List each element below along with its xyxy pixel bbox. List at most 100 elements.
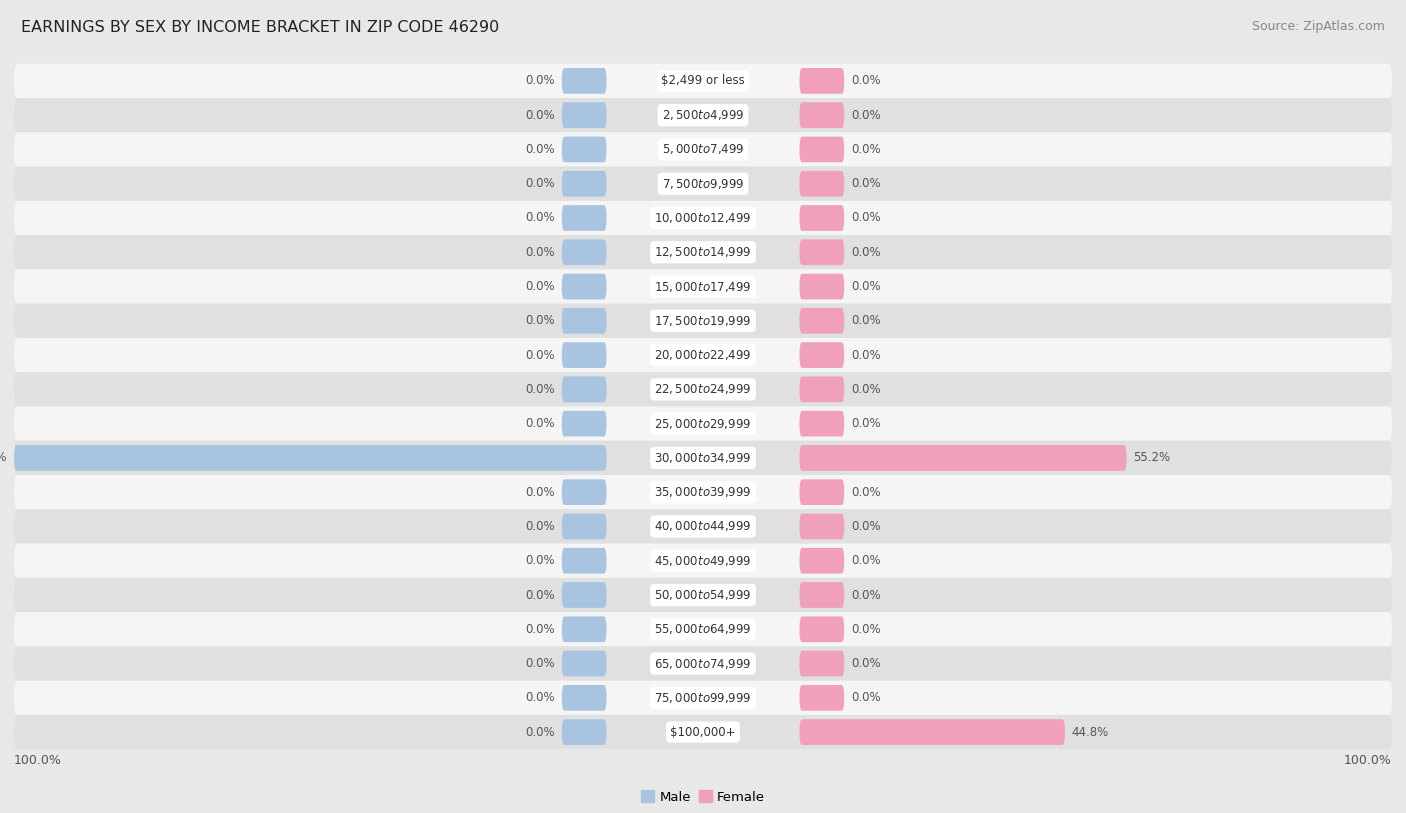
Text: 0.0%: 0.0% bbox=[851, 109, 880, 122]
Text: 0.0%: 0.0% bbox=[526, 657, 555, 670]
FancyBboxPatch shape bbox=[800, 650, 844, 676]
Text: 0.0%: 0.0% bbox=[851, 143, 880, 156]
FancyBboxPatch shape bbox=[800, 445, 1126, 471]
Text: $100,000+: $100,000+ bbox=[671, 725, 735, 738]
Text: 100.0%: 100.0% bbox=[14, 754, 62, 767]
FancyBboxPatch shape bbox=[14, 475, 1392, 509]
Text: 0.0%: 0.0% bbox=[526, 246, 555, 259]
FancyBboxPatch shape bbox=[14, 372, 1392, 406]
Text: 0.0%: 0.0% bbox=[526, 725, 555, 738]
Text: 0.0%: 0.0% bbox=[526, 211, 555, 224]
FancyBboxPatch shape bbox=[14, 578, 1392, 612]
FancyBboxPatch shape bbox=[14, 509, 1392, 544]
Legend: Male, Female: Male, Female bbox=[636, 785, 770, 809]
FancyBboxPatch shape bbox=[14, 98, 1392, 133]
FancyBboxPatch shape bbox=[14, 167, 1392, 201]
FancyBboxPatch shape bbox=[562, 137, 606, 163]
Text: 0.0%: 0.0% bbox=[526, 485, 555, 498]
Text: $40,000 to $44,999: $40,000 to $44,999 bbox=[654, 520, 752, 533]
Text: 0.0%: 0.0% bbox=[526, 520, 555, 533]
FancyBboxPatch shape bbox=[800, 376, 844, 402]
Text: $12,500 to $14,999: $12,500 to $14,999 bbox=[654, 246, 752, 259]
Text: $5,000 to $7,499: $5,000 to $7,499 bbox=[662, 142, 744, 156]
Text: 0.0%: 0.0% bbox=[526, 177, 555, 190]
FancyBboxPatch shape bbox=[800, 274, 844, 299]
Text: 0.0%: 0.0% bbox=[851, 417, 880, 430]
FancyBboxPatch shape bbox=[14, 269, 1392, 304]
FancyBboxPatch shape bbox=[800, 342, 844, 368]
FancyBboxPatch shape bbox=[562, 308, 606, 333]
Text: $75,000 to $99,999: $75,000 to $99,999 bbox=[654, 691, 752, 705]
FancyBboxPatch shape bbox=[800, 685, 844, 711]
Text: 0.0%: 0.0% bbox=[851, 349, 880, 362]
FancyBboxPatch shape bbox=[14, 133, 1392, 167]
Text: 0.0%: 0.0% bbox=[851, 657, 880, 670]
Text: $45,000 to $49,999: $45,000 to $49,999 bbox=[654, 554, 752, 567]
Text: $2,500 to $4,999: $2,500 to $4,999 bbox=[662, 108, 744, 122]
FancyBboxPatch shape bbox=[562, 582, 606, 608]
Text: 0.0%: 0.0% bbox=[851, 177, 880, 190]
Text: 0.0%: 0.0% bbox=[851, 623, 880, 636]
FancyBboxPatch shape bbox=[562, 685, 606, 711]
FancyBboxPatch shape bbox=[14, 235, 1392, 269]
Text: $10,000 to $12,499: $10,000 to $12,499 bbox=[654, 211, 752, 225]
FancyBboxPatch shape bbox=[562, 548, 606, 574]
FancyBboxPatch shape bbox=[14, 445, 606, 471]
FancyBboxPatch shape bbox=[800, 720, 1064, 745]
Text: 0.0%: 0.0% bbox=[526, 589, 555, 602]
Text: 0.0%: 0.0% bbox=[526, 315, 555, 328]
Text: $35,000 to $39,999: $35,000 to $39,999 bbox=[654, 485, 752, 499]
FancyBboxPatch shape bbox=[800, 239, 844, 265]
FancyBboxPatch shape bbox=[562, 480, 606, 505]
Text: $50,000 to $54,999: $50,000 to $54,999 bbox=[654, 588, 752, 602]
Text: 0.0%: 0.0% bbox=[851, 246, 880, 259]
Text: $65,000 to $74,999: $65,000 to $74,999 bbox=[654, 657, 752, 671]
Text: 0.0%: 0.0% bbox=[526, 109, 555, 122]
Text: 44.8%: 44.8% bbox=[1071, 725, 1109, 738]
Text: $7,500 to $9,999: $7,500 to $9,999 bbox=[662, 176, 744, 191]
Text: 0.0%: 0.0% bbox=[526, 691, 555, 704]
FancyBboxPatch shape bbox=[800, 205, 844, 231]
FancyBboxPatch shape bbox=[14, 201, 1392, 235]
Text: 100.0%: 100.0% bbox=[1344, 754, 1392, 767]
FancyBboxPatch shape bbox=[562, 616, 606, 642]
Text: 0.0%: 0.0% bbox=[526, 623, 555, 636]
Text: 0.0%: 0.0% bbox=[851, 211, 880, 224]
FancyBboxPatch shape bbox=[800, 308, 844, 333]
Text: 0.0%: 0.0% bbox=[526, 554, 555, 567]
Text: 0.0%: 0.0% bbox=[851, 691, 880, 704]
FancyBboxPatch shape bbox=[14, 338, 1392, 372]
Text: 0.0%: 0.0% bbox=[526, 280, 555, 293]
FancyBboxPatch shape bbox=[800, 68, 844, 93]
FancyBboxPatch shape bbox=[14, 304, 1392, 338]
FancyBboxPatch shape bbox=[800, 137, 844, 163]
Text: 0.0%: 0.0% bbox=[526, 417, 555, 430]
FancyBboxPatch shape bbox=[800, 514, 844, 539]
FancyBboxPatch shape bbox=[800, 411, 844, 437]
FancyBboxPatch shape bbox=[14, 680, 1392, 715]
Text: 0.0%: 0.0% bbox=[851, 383, 880, 396]
FancyBboxPatch shape bbox=[14, 406, 1392, 441]
FancyBboxPatch shape bbox=[562, 720, 606, 745]
Text: $55,000 to $64,999: $55,000 to $64,999 bbox=[654, 622, 752, 637]
FancyBboxPatch shape bbox=[562, 376, 606, 402]
Text: 0.0%: 0.0% bbox=[851, 75, 880, 88]
Text: $15,000 to $17,499: $15,000 to $17,499 bbox=[654, 280, 752, 293]
FancyBboxPatch shape bbox=[14, 544, 1392, 578]
FancyBboxPatch shape bbox=[562, 411, 606, 437]
FancyBboxPatch shape bbox=[800, 548, 844, 574]
Text: 55.2%: 55.2% bbox=[1133, 451, 1171, 464]
FancyBboxPatch shape bbox=[800, 171, 844, 197]
FancyBboxPatch shape bbox=[14, 441, 1392, 475]
Text: 0.0%: 0.0% bbox=[526, 75, 555, 88]
Text: EARNINGS BY SEX BY INCOME BRACKET IN ZIP CODE 46290: EARNINGS BY SEX BY INCOME BRACKET IN ZIP… bbox=[21, 20, 499, 35]
Text: 0.0%: 0.0% bbox=[851, 589, 880, 602]
Text: $20,000 to $22,499: $20,000 to $22,499 bbox=[654, 348, 752, 362]
FancyBboxPatch shape bbox=[562, 342, 606, 368]
Text: $30,000 to $34,999: $30,000 to $34,999 bbox=[654, 451, 752, 465]
FancyBboxPatch shape bbox=[562, 650, 606, 676]
FancyBboxPatch shape bbox=[562, 171, 606, 197]
Text: 100.0%: 100.0% bbox=[0, 451, 7, 464]
Text: 0.0%: 0.0% bbox=[526, 349, 555, 362]
FancyBboxPatch shape bbox=[14, 63, 1392, 98]
